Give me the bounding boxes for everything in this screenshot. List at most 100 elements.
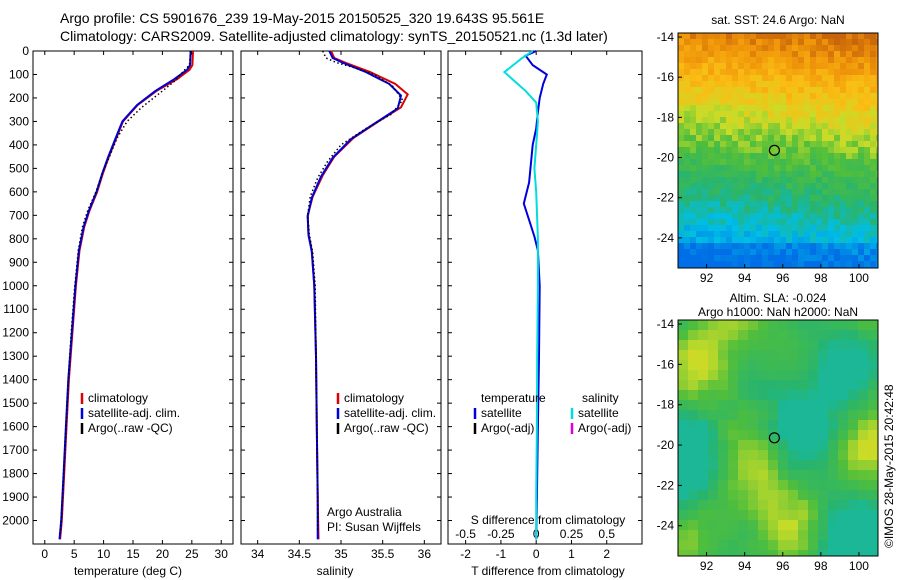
depth-tick-label: 800 <box>9 232 29 246</box>
sst-map-xtick-label: 100 <box>849 271 869 285</box>
depth-tick-label: 1300 <box>2 349 29 363</box>
temperature-xlabel: temperature (deg C) <box>74 564 182 578</box>
sla-map-frame <box>677 319 879 557</box>
sla-map-xtick-label: 98 <box>814 559 828 573</box>
sla-map-xtick-label: 92 <box>700 559 714 573</box>
difference-series-temperature-satellite <box>522 50 549 540</box>
difference-legend-group-title: salinity <box>582 391 619 405</box>
depth-tick-label: 1900 <box>2 490 29 504</box>
sst-map-float-marker <box>768 144 780 156</box>
depth-tick-label: 0 <box>22 44 29 58</box>
chart-title-line-2: Climatology: CARS2009. Satellite-adjuste… <box>60 28 608 44</box>
difference-xtick-label: -2 <box>460 547 471 561</box>
imos-credit: ©IMOS 28-May-2015 20:42:48 <box>882 384 896 548</box>
difference-xtick-label: 0 <box>533 547 540 561</box>
sst-map-xtick-label: 96 <box>776 271 790 285</box>
sla-map-xtick-label: 100 <box>849 559 869 573</box>
salinity-annotation-line-1: Argo Australia <box>327 505 402 519</box>
sla-map-ytick-label: -16 <box>657 357 675 371</box>
difference-xlabel: T difference from climatology <box>471 564 625 578</box>
sdiff-tick-label: 0.5 <box>598 527 615 541</box>
sla-map-ytick-label: -14 <box>657 317 675 331</box>
depth-tick-label: 100 <box>9 67 29 81</box>
sst-map-ytick-label: -20 <box>657 151 675 165</box>
temperature-xtick-label: 5 <box>71 547 78 561</box>
sst-map-ytick-label: -22 <box>657 191 675 205</box>
depth-tick-label: 600 <box>9 185 29 199</box>
sst-map-ytick-label: -16 <box>657 70 675 84</box>
salinity-legend-label: satellite-adj. clim. <box>344 406 436 420</box>
depth-tick-label: 1600 <box>2 420 29 434</box>
difference-legend-label: satellite <box>578 406 619 420</box>
depth-tick-label: 1000 <box>2 279 29 293</box>
temperature-series-satellite-adj-clim- <box>58 50 192 540</box>
sla-map-title: Altim. SLA: -0.024 <box>730 291 827 305</box>
sdiff-tick-label: -0.5 <box>455 527 476 541</box>
salinity-annotation-line-2: PI: Susan Wijffels <box>327 520 421 534</box>
difference-legend-label: Argo(-adj) <box>578 421 631 435</box>
sdiff-tick-label: 0.25 <box>560 527 584 541</box>
temperature-panel: 0100200300400500600700800900100011001200… <box>2 44 234 561</box>
difference-legend-label: Argo(-adj) <box>481 421 534 435</box>
salinity-xtick-label: 34 <box>251 547 265 561</box>
temperature-xtick-label: 25 <box>185 547 199 561</box>
temperature-xtick-label: 15 <box>126 547 140 561</box>
sla-map-panel: 92 94 96 98 100 -14 -16 -18 -20 -22 -24 <box>657 317 879 573</box>
temperature-frame <box>32 50 234 545</box>
salinity-legend-label: Argo(..raw -QC) <box>344 421 429 435</box>
difference-xtick-label: 2 <box>603 547 610 561</box>
depth-tick-label: 1800 <box>2 467 29 481</box>
salinity-xtick-label: 35.5 <box>371 547 395 561</box>
difference-frame <box>447 50 643 545</box>
sla-map-ytick-label: -22 <box>657 478 675 492</box>
sla-map-ytick-label: -18 <box>657 398 675 412</box>
depth-tick-label: 1200 <box>2 326 29 340</box>
sst-map-xtick-label: 94 <box>738 271 752 285</box>
depth-tick-label: 300 <box>9 114 29 128</box>
difference-xtick-label: -1 <box>496 547 507 561</box>
difference-legend-group-title: temperature <box>481 391 546 405</box>
sla-map-title-2: Argo h1000: NaN h2000: NaN <box>698 305 858 319</box>
sla-map-ytick-label: -20 <box>657 438 675 452</box>
sla-map-xtick-label: 96 <box>776 559 790 573</box>
sst-map-ytick-label: -18 <box>657 110 675 124</box>
difference-xtick-label: 1 <box>568 547 575 561</box>
sst-map-frame <box>677 32 879 269</box>
difference-xlabel-top: S difference from climatology <box>471 513 626 527</box>
sst-map-heatmap <box>678 33 878 268</box>
depth-tick-label: 400 <box>9 138 29 152</box>
temperature-legend-label: satellite-adj. clim. <box>88 406 180 420</box>
depth-tick-label: 1100 <box>3 302 29 316</box>
temperature-xtick-label: 20 <box>156 547 170 561</box>
depth-tick-label: 2000 <box>2 514 29 528</box>
salinity-legend-label: climatology <box>344 391 404 405</box>
salinity-xtick-label: 34.5 <box>288 547 312 561</box>
temperature-legend-label: Argo(..raw -QC) <box>88 421 173 435</box>
salinity-xtick-label: 36 <box>418 547 432 561</box>
sst-map-xtick-label: 92 <box>700 271 714 285</box>
sla-map-heatmap <box>678 320 878 556</box>
depth-tick-label: 1700 <box>2 443 29 457</box>
salinity-xtick-label: 35 <box>334 547 348 561</box>
temperature-xtick-label: 10 <box>97 547 111 561</box>
temperature-xtick-label: 30 <box>215 547 229 561</box>
sst-map-title: sat. SST: 24.6 Argo: NaN <box>711 13 844 27</box>
sst-map-panel: 92 94 96 98 100 -14 -16 -18 -20 -22 -24 <box>657 30 879 285</box>
salinity-frame <box>240 50 442 545</box>
salinity-series-argo-raw-qc- <box>306 50 404 533</box>
depth-tick-label: 500 <box>9 161 29 175</box>
chart-title-line-1: Argo profile: CS 5901676_239 19-May-2015… <box>60 10 545 26</box>
sla-map-xtick-label: 94 <box>738 559 752 573</box>
salinity-xlabel: salinity <box>317 564 354 578</box>
sst-map-ytick-label: -14 <box>657 30 675 44</box>
sdiff-tick-label: -0.25 <box>487 527 515 541</box>
depth-tick-label: 1400 <box>2 373 29 387</box>
sst-map-ytick-label: -24 <box>657 231 675 245</box>
temperature-xtick-label: 0 <box>41 547 48 561</box>
difference-panel: -2 -1 0 1 2-0.5 -0.25 0 0.25 0.5temperaturesatel… <box>447 50 643 561</box>
salinity-panel: 34 34.5 35 35.5 36 climatologysatellite-adj. … <box>240 50 442 561</box>
depth-tick-label: 1500 <box>2 396 29 410</box>
difference-legend-label: satellite <box>481 406 522 420</box>
depth-tick-label: 200 <box>9 91 29 105</box>
